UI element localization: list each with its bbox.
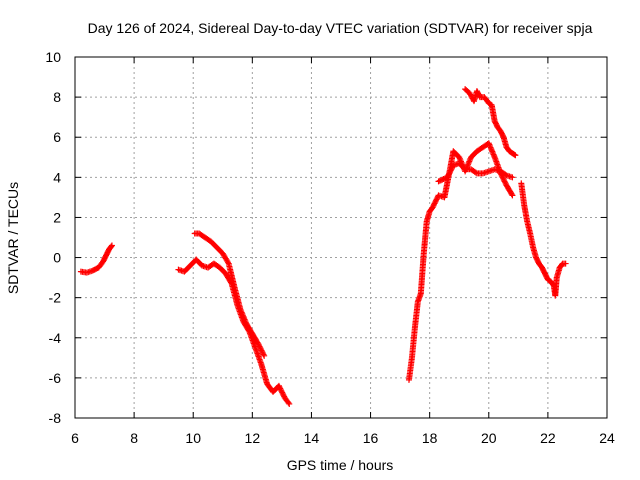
series-arc-4: [518, 180, 569, 299]
data-point: [276, 384, 283, 391]
x-tick-label: 8: [130, 430, 138, 446]
data-point: [280, 392, 287, 399]
data-point: [500, 177, 507, 184]
data-point: [433, 196, 440, 203]
y-tick-label: 8: [53, 89, 61, 105]
x-axis-title: GPS time / hours: [287, 457, 394, 473]
y-tick-labels: -8 -6 -4 -2 0 2 4 6 8 10: [45, 49, 61, 426]
data-point: [255, 340, 262, 347]
data-point: [512, 152, 519, 159]
data-point: [508, 191, 515, 198]
series-arc-1: [77, 242, 115, 276]
data-point: [431, 200, 438, 207]
data-point: [445, 172, 452, 179]
data-point: [448, 164, 455, 171]
data-point: [108, 243, 115, 250]
data-point: [224, 259, 231, 266]
data-point: [445, 171, 452, 178]
x-tick-label: 16: [363, 430, 379, 446]
data-point: [108, 242, 115, 249]
data-point: [277, 386, 284, 393]
x-tick-label: 14: [304, 430, 320, 446]
y-tick-label: -2: [49, 290, 62, 306]
data-point: [500, 175, 507, 182]
y-tick-label: 10: [45, 49, 61, 65]
data-point: [430, 201, 437, 208]
data-point: [286, 400, 293, 407]
data-point: [429, 204, 436, 211]
y-tick-label: 2: [53, 209, 61, 225]
series-arc-3b: [435, 160, 516, 185]
data-point: [279, 389, 286, 396]
data-point: [277, 385, 284, 392]
data-point: [509, 192, 516, 199]
chart-title: Day 126 of 2024, Sidereal Day-to-day VTE…: [88, 20, 593, 36]
x-tick-label: 24: [599, 430, 615, 446]
data-point: [255, 342, 262, 349]
data-point: [256, 343, 263, 350]
data-point: [511, 151, 518, 158]
data-point: [275, 382, 282, 389]
x-tick-label: 18: [422, 430, 438, 446]
series-arc-3a: [405, 140, 516, 383]
y-tick-label: -6: [49, 370, 62, 386]
x-tick-labels: 6 8 10 12 14 16 18 20 22 24: [71, 430, 615, 446]
plot-frame: [74, 56, 608, 419]
data-point: [446, 170, 453, 177]
data-point: [447, 168, 454, 175]
x-tick-label: 10: [185, 430, 201, 446]
data-point: [285, 399, 292, 406]
y-tick-label: -8: [49, 410, 62, 426]
data-point: [430, 203, 437, 210]
y-tick-label: 6: [53, 129, 61, 145]
y-tick-label: 0: [53, 250, 61, 266]
grid: [75, 57, 607, 418]
data-point: [562, 260, 569, 267]
x-tick-label: 22: [540, 430, 556, 446]
y-axis-title: SDTVAR / TECUs: [5, 182, 21, 294]
x-tick-label: 12: [245, 430, 261, 446]
series-arc-3c: [462, 86, 519, 159]
data-point: [448, 166, 455, 173]
x-tick-label: 20: [481, 430, 497, 446]
series-arc-2b: [191, 230, 268, 359]
data-point: [258, 347, 265, 354]
axis-ticks: [74, 56, 608, 419]
data-point: [257, 346, 264, 353]
data-point: [259, 348, 266, 355]
data-point: [509, 174, 516, 181]
data-point: [260, 351, 267, 358]
data-point: [261, 352, 268, 359]
y-tick-label: -4: [49, 330, 62, 346]
data-point: [444, 174, 451, 181]
data-point: [502, 171, 509, 178]
data-point: [472, 169, 479, 176]
data-point: [278, 388, 285, 395]
data-point: [432, 197, 439, 204]
x-tick-label: 6: [71, 430, 79, 446]
data-point: [257, 344, 264, 351]
data-point: [432, 199, 439, 206]
data-point: [279, 390, 286, 397]
data-point: [447, 167, 454, 174]
y-tick-label: 4: [53, 169, 61, 185]
data-point: [501, 178, 508, 185]
data-point: [259, 350, 266, 357]
data-point: [502, 179, 509, 186]
data-marks: [77, 86, 569, 407]
